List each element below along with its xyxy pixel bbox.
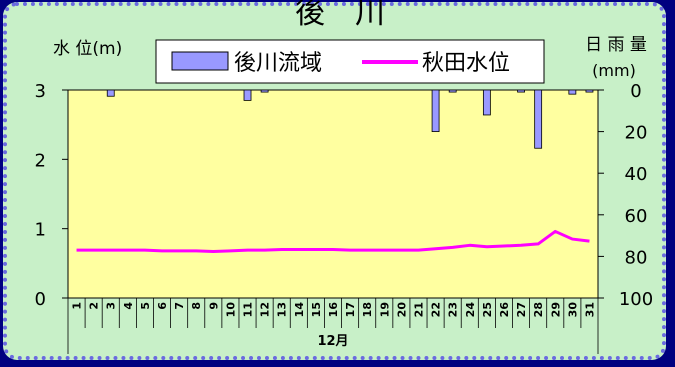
x-tick-label: 24 bbox=[464, 302, 477, 318]
x-tick-label: 5 bbox=[139, 302, 152, 310]
x-tick-label: 26 bbox=[498, 302, 511, 318]
right-tick-label: 80 bbox=[625, 247, 648, 268]
right-tick-label: 60 bbox=[625, 206, 648, 227]
x-tick-label: 6 bbox=[156, 302, 169, 310]
right-tick-label: 0 bbox=[630, 81, 641, 102]
chart-title: 後 川 bbox=[295, 0, 385, 31]
x-tick-label: 21 bbox=[412, 302, 425, 317]
rain-bar bbox=[243, 89, 252, 101]
x-tick-label: 3 bbox=[105, 302, 118, 310]
rain-bar bbox=[448, 89, 457, 93]
x-tick-label: 31 bbox=[583, 302, 596, 317]
right-axis-ticks: 0 20 40 60 80 100 bbox=[598, 81, 653, 310]
x-tick-label: 30 bbox=[566, 302, 579, 318]
rain-bar bbox=[482, 89, 491, 116]
rain-bar bbox=[431, 89, 440, 132]
rain-bars bbox=[106, 89, 594, 149]
x-tick-label: 14 bbox=[293, 302, 306, 318]
left-axis-label: 水 位(m) bbox=[53, 39, 122, 59]
right-axis-label: 日 雨 量 bbox=[585, 35, 647, 55]
x-axis-ticks: 1 2 3 4 5 6 7 8 9 10 11 12 13 14 15 16 17 18 19 20 21 22 23 24 2… bbox=[67, 298, 599, 354]
x-tick-label: 29 bbox=[549, 302, 562, 317]
x-tick-label: 11 bbox=[242, 302, 255, 317]
x-tick-label: 12 bbox=[259, 302, 272, 317]
rain-bar bbox=[260, 89, 269, 93]
plot-area bbox=[67, 89, 599, 299]
x-tick-label: 16 bbox=[327, 302, 340, 318]
rain-bar bbox=[585, 89, 594, 93]
rain-bar bbox=[568, 89, 577, 95]
x-tick-label: 4 bbox=[122, 302, 135, 310]
left-tick-label: 3 bbox=[35, 81, 46, 102]
x-tick-label: 9 bbox=[207, 302, 220, 310]
legend-bar-swatch bbox=[171, 51, 229, 71]
right-axis-unit: (mm) bbox=[592, 61, 636, 80]
x-tick-label: 25 bbox=[481, 302, 494, 317]
x-tick-label: 22 bbox=[430, 302, 443, 317]
x-tick-label: 2 bbox=[88, 302, 101, 310]
x-tick-label: 18 bbox=[361, 302, 374, 317]
legend-line-label: 秋田水位 bbox=[422, 51, 510, 76]
legend-bar-label: 後川流域 bbox=[234, 51, 322, 76]
x-tick-label: 1 bbox=[71, 302, 84, 310]
x-tick-label: 13 bbox=[276, 302, 289, 317]
rain-bar bbox=[106, 89, 115, 97]
water-level-line-group bbox=[76, 229, 590, 254]
rain-bar bbox=[517, 89, 525, 93]
x-tick-label: 23 bbox=[447, 302, 460, 317]
water-level-line bbox=[76, 229, 590, 254]
left-tick-label: 2 bbox=[35, 150, 46, 171]
x-tick-label: 20 bbox=[395, 302, 408, 318]
x-tick-label: 28 bbox=[532, 302, 545, 317]
x-tick-label: 17 bbox=[344, 302, 357, 317]
left-tick-label: 1 bbox=[35, 220, 46, 241]
left-tick-label: 0 bbox=[35, 289, 46, 310]
x-tick-label: 7 bbox=[173, 302, 186, 310]
right-tick-label: 40 bbox=[625, 164, 648, 185]
x-axis-label: 12月 bbox=[317, 334, 348, 349]
right-tick-label: 100 bbox=[619, 289, 653, 310]
x-tick-label: 19 bbox=[378, 302, 391, 317]
x-tick-label: 15 bbox=[310, 302, 323, 317]
left-axis-ticks: 0 1 2 3 bbox=[35, 81, 68, 310]
rain-bar bbox=[534, 89, 543, 149]
x-tick-label: 27 bbox=[515, 302, 528, 317]
x-tick-label: 10 bbox=[224, 302, 237, 318]
right-tick-label: 20 bbox=[625, 123, 648, 144]
x-tick-label: 8 bbox=[190, 302, 203, 310]
